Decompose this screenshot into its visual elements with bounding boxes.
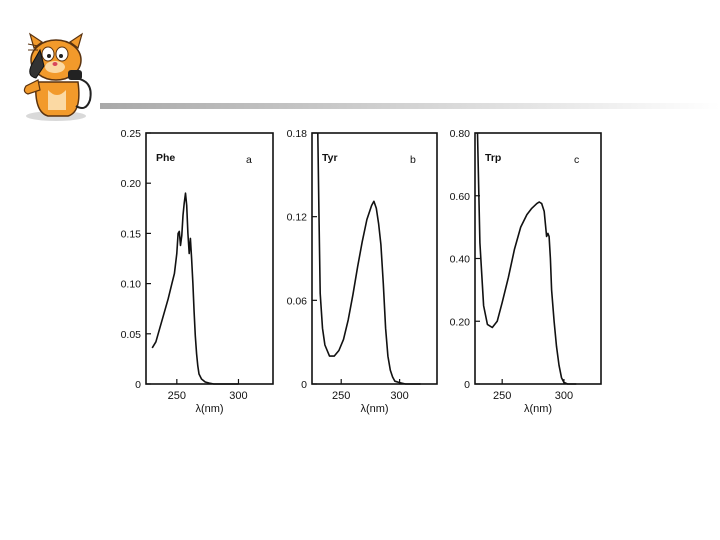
y-tick-label: 0 <box>135 379 141 391</box>
x-tick-label: 300 <box>555 390 573 402</box>
x-tick-label: 300 <box>390 390 408 402</box>
x-tick-label: 250 <box>168 390 186 402</box>
spectrum-line <box>151 192 239 385</box>
panel-letter: c <box>574 154 579 166</box>
x-tick-label: 250 <box>493 390 511 402</box>
cartoon-cat-logo <box>23 32 92 121</box>
series-label: Tyr <box>322 152 338 164</box>
y-tick-label: 0.80 <box>450 128 471 140</box>
panel-letter: b <box>410 154 416 166</box>
spectrum-line <box>476 132 577 385</box>
series-label: Phe <box>156 152 175 164</box>
header-divider <box>100 103 720 109</box>
plot-frame <box>311 132 438 385</box>
y-tick-label: 0.20 <box>450 316 471 328</box>
x-axis-label: λ(nm) <box>360 403 388 415</box>
panel-phe: 0 0.05 0.10 0.15 0.20 0.25 250 300 λ(nm) Phe a <box>121 128 274 415</box>
plot-frame <box>145 132 274 385</box>
x-axis-label: λ(nm) <box>195 403 223 415</box>
spectrum-line <box>317 132 421 385</box>
y-tick-label: 0.12 <box>287 212 308 224</box>
x-tick-label: 300 <box>229 390 247 402</box>
y-tick-label: 0 <box>301 379 307 391</box>
y-tick-label: 0.05 <box>121 329 142 341</box>
y-tick-label: 0.20 <box>121 178 142 190</box>
y-tick-label: 0.60 <box>450 191 471 203</box>
series-label: Trp <box>485 152 501 164</box>
plot-frame <box>474 132 602 385</box>
y-tick-label: 0.25 <box>121 128 142 140</box>
y-tick-label: 0.10 <box>121 279 142 291</box>
y-tick-label: 0 <box>464 379 470 391</box>
y-tick-label: 0.18 <box>287 128 308 140</box>
x-tick-label: 250 <box>332 390 350 402</box>
panel-letter: a <box>246 154 252 166</box>
y-tick-label: 0.15 <box>121 228 142 240</box>
y-tick-label: 0.06 <box>287 295 308 307</box>
x-axis-label: λ(nm) <box>524 403 552 415</box>
y-tick-label: 0.40 <box>450 254 471 266</box>
